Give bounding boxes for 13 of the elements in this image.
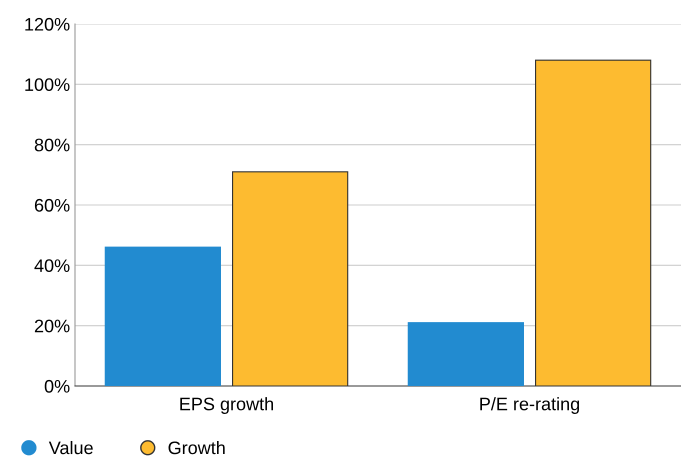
y-tick-label: 40% — [34, 259, 70, 272]
x-tick-label: P/E re-rating — [480, 397, 580, 414]
bar — [408, 322, 524, 386]
y-tick-label: 0% — [44, 380, 70, 393]
legend-label: Growth — [168, 440, 225, 454]
x-tick-label: EPS growth — [180, 397, 273, 414]
legend-label: Value — [48, 440, 93, 454]
y-tick-label: 60% — [34, 198, 70, 212]
y-tick-label: 80% — [34, 138, 70, 152]
bar — [104, 246, 221, 386]
y-tick-label: 20% — [34, 320, 70, 332]
y-tick-label: 100% — [25, 78, 70, 92]
y-tick-label: 120% — [25, 18, 70, 31]
